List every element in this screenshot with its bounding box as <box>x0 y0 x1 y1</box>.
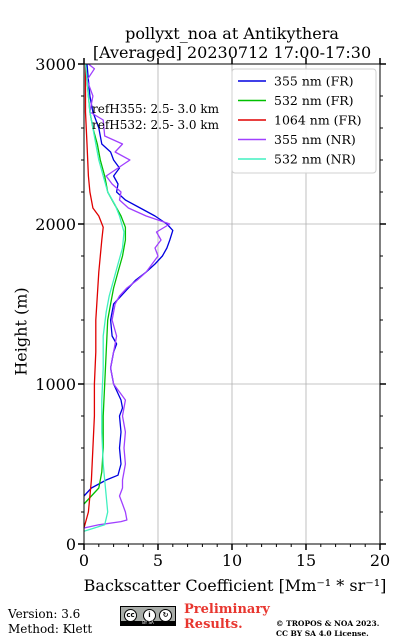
reference-height-annotation: refH532: 2.5- 3.0 km <box>92 118 220 132</box>
method-text: Method: Klett <box>8 622 93 636</box>
legend-entry: 355 nm (NR) <box>274 132 356 147</box>
y-tick-label: 0 <box>66 535 76 554</box>
x-tick-label: 20 <box>370 551 390 570</box>
x-tick-label: 5 <box>153 551 163 570</box>
preliminary-results-text: Preliminary Results. <box>184 602 270 632</box>
share-alike-icon: ↻ <box>159 609 172 622</box>
legend-entry: 355 nm (FR) <box>274 74 354 89</box>
y-axis-label: Height (m) <box>11 287 31 376</box>
series-line-1 <box>83 63 174 497</box>
y-tick-label: 2000 <box>35 215 76 234</box>
copyright-line1: © TROPOS & NOA 2023. <box>276 619 380 628</box>
cc-badge-strip: BY SA <box>121 621 175 625</box>
series-line-5 <box>83 63 125 532</box>
legend-entry: 1064 nm (FR) <box>274 113 362 128</box>
cc-icon: cc <box>124 609 137 622</box>
cc-license-badge: cc i ↻ BY SA <box>120 606 176 626</box>
y-tick-label: 3000 <box>35 55 76 74</box>
copyright-text: © TROPOS & NOA 2023. CC BY SA 4.0 Licens… <box>276 619 379 639</box>
chart-title-line1: pollyxt_noa at Antikythera <box>125 24 339 43</box>
x-tick-label: 15 <box>296 551 316 570</box>
preliminary-line2: Results. <box>184 617 243 632</box>
version-text: Version: 3.6 <box>8 607 81 621</box>
legend-entry: 532 nm (NR) <box>274 152 356 167</box>
series-line-3 <box>83 64 104 529</box>
copyright-line2: CC BY SA 4.0 License. <box>276 629 369 638</box>
x-tick-label: 0 <box>79 551 89 570</box>
x-axis-label: Backscatter Coefficient [Mm⁻¹ * sr⁻¹] <box>83 576 387 595</box>
chart-title-line2: [Averaged] 20230712 17:00-17:30 <box>92 43 372 62</box>
legend-box <box>231 68 377 174</box>
series-line-4 <box>83 63 171 529</box>
reference-height-annotation: refH355: 2.5- 3.0 km <box>92 102 220 116</box>
y-tick-label: 1000 <box>35 375 76 394</box>
preliminary-line1: Preliminary <box>184 602 270 617</box>
x-tick-label: 10 <box>222 551 242 570</box>
legend-entry: 532 nm (FR) <box>274 93 354 108</box>
